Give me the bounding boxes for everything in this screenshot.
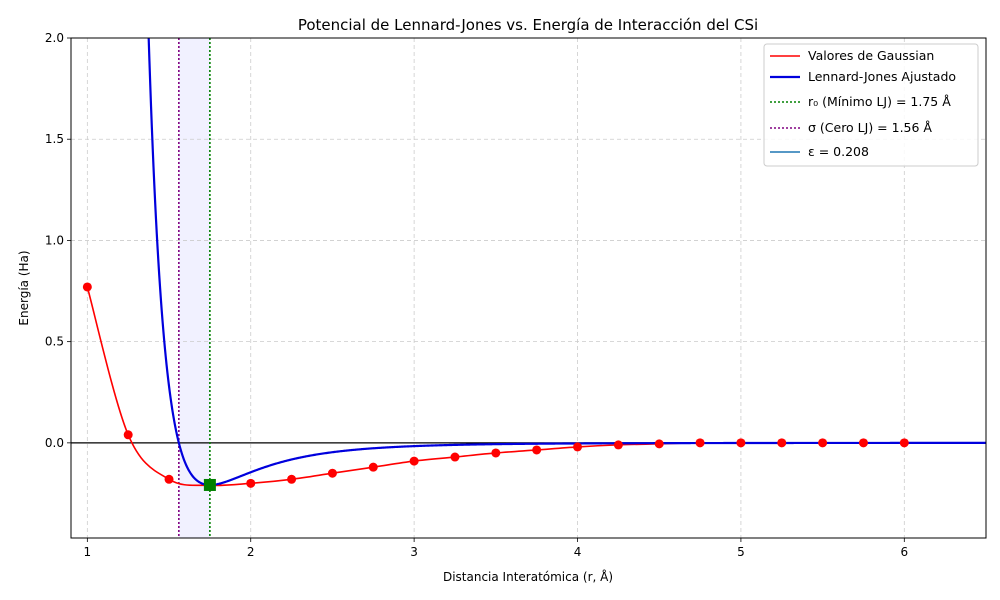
- gaussian-point: [327, 468, 337, 478]
- gaussian-point: [287, 474, 297, 484]
- legend-label-epsilon: ε = 0.208: [808, 144, 869, 159]
- legend-label-lj: Lennard-Jones Ajustado: [808, 69, 956, 84]
- gaussian-point: [491, 448, 501, 458]
- y-tick-label: 0.5: [45, 335, 64, 349]
- gaussian-point: [573, 442, 583, 452]
- legend-label-gaussian: Valores de Gaussian: [808, 48, 934, 63]
- x-tick-label: 4: [574, 545, 582, 559]
- sigma-r0-band: [178, 38, 210, 538]
- gaussian-point: [246, 478, 256, 488]
- y-tick-label: 1.5: [45, 132, 64, 146]
- gaussian-point: [818, 438, 828, 448]
- gaussian-point: [777, 438, 787, 448]
- legend-label-sigma: σ (Cero LJ) = 1.56 Å: [808, 120, 932, 135]
- x-tick-label: 3: [410, 545, 418, 559]
- gaussian-point: [899, 438, 909, 448]
- gaussian-point: [409, 456, 419, 466]
- lj-line: [147, 38, 986, 487]
- gaussian-point: [858, 438, 868, 448]
- x-tick-label: 6: [900, 545, 908, 559]
- gaussian-point: [695, 438, 705, 448]
- x-axis-label: Distancia Interatómica (r, Å): [443, 569, 613, 584]
- y-tick-label: 2.0: [45, 31, 64, 45]
- gaussian-point: [532, 445, 542, 455]
- y-axis-label: Energía (Ha): [17, 250, 31, 325]
- gaussian-point: [123, 430, 133, 440]
- x-tick-label: 1: [84, 545, 92, 559]
- gaussian-point: [613, 440, 623, 450]
- gaussian-point: [654, 439, 664, 449]
- gaussian-point: [164, 474, 174, 484]
- legend-box: [763, 43, 979, 167]
- gaussian-point: [368, 462, 378, 472]
- chart-title: Potencial de Lennard-Jones vs. Energía d…: [298, 16, 758, 34]
- legend: Valores de Gaussian Lennard-Jones Ajusta…: [763, 43, 979, 167]
- gaussian-point: [736, 438, 746, 448]
- y-tick-label: 0.0: [45, 436, 64, 450]
- gaussian-point: [450, 452, 460, 462]
- plot-frame: [70, 37, 987, 539]
- y-tick-label: 1.0: [45, 233, 64, 247]
- x-tick-label: 2: [247, 545, 255, 559]
- gaussian-point: [82, 282, 92, 292]
- x-tick-label: 5: [737, 545, 745, 559]
- lj-minimum-marker: [203, 478, 216, 491]
- legend-label-r0: r₀ (Mínimo LJ) = 1.75 Å: [808, 94, 951, 109]
